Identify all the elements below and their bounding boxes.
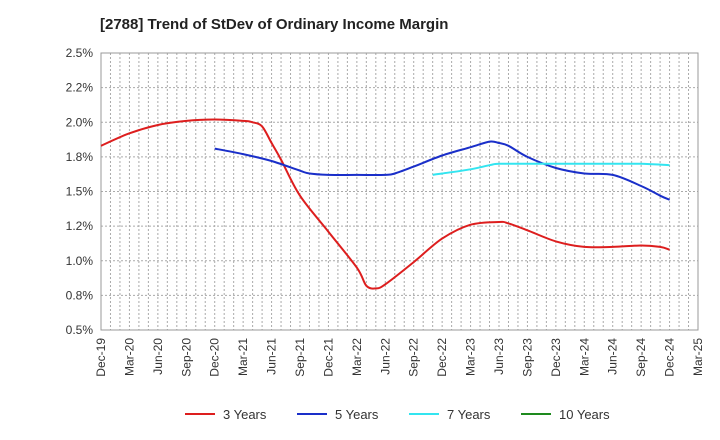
x-tick-label: Sep-21 [293, 338, 307, 377]
x-tick-label: Jun-20 [151, 338, 165, 375]
legend-label-10-years: 10 Years [559, 407, 610, 422]
y-tick-label: 1.8% [66, 150, 94, 164]
x-tick-label: Dec-21 [321, 338, 335, 377]
x-tick-label: Sep-22 [407, 338, 421, 377]
series-line-7-years [432, 162, 670, 176]
y-tick-label: 0.8% [66, 288, 94, 302]
x-tick-label: Dec-20 [208, 338, 222, 377]
series-line-5-years [214, 140, 671, 201]
x-tick-label: Jun-22 [378, 338, 392, 375]
legend: 3 Years 5 Years 7 Years 10 Years [185, 407, 610, 422]
grid [101, 53, 698, 330]
y-tick-label: 2.2% [66, 81, 94, 95]
legend-label-3-years: 3 Years [223, 407, 267, 422]
y-tick-label: 2.5% [66, 46, 94, 60]
x-tick-label: Sep-23 [520, 338, 534, 377]
x-tick-label: Mar-22 [350, 338, 364, 376]
y-tick-label: 2.0% [66, 115, 94, 129]
legend-label-7-years: 7 Years [447, 407, 491, 422]
x-tick-label: Dec-19 [94, 338, 108, 377]
plot-area [100, 52, 699, 331]
x-tick-label: Mar-20 [122, 338, 136, 376]
y-axis: 0.5% 0.8% 1.0% 1.2% 1.5% 1.8% 2.0% 2.2% 2.5% [66, 46, 94, 337]
x-axis: Dec-19 Mar-20 Jun-20 Sep-20 Dec-20 Mar-21 Jun-… [94, 338, 705, 377]
x-tick-label: Dec-23 [549, 338, 563, 377]
y-tick-label: 1.2% [66, 219, 94, 233]
x-tick-label: Mar-23 [464, 338, 478, 376]
y-tick-label: 1.5% [66, 185, 94, 199]
x-tick-label: Mar-24 [577, 338, 591, 376]
y-tick-label: 0.5% [66, 323, 94, 337]
x-tick-label: Mar-21 [236, 338, 250, 376]
x-tick-label: Dec-22 [435, 338, 449, 377]
x-tick-label: Jun-23 [492, 338, 506, 375]
x-tick-label: Sep-20 [179, 338, 193, 377]
chart-title: [2788] Trend of StDev of Ordinary Income… [100, 16, 448, 33]
series-line-3-years [100, 118, 670, 290]
x-tick-label: Dec-24 [663, 338, 677, 377]
x-tick-label: Jun-24 [606, 338, 620, 375]
series-lines [100, 118, 671, 290]
legend-label-5-years: 5 Years [335, 407, 379, 422]
x-tick-label: Sep-24 [634, 338, 648, 377]
x-tick-label: Mar-25 [691, 338, 705, 376]
y-tick-label: 1.0% [66, 254, 94, 268]
x-tick-label: Jun-21 [265, 338, 279, 375]
